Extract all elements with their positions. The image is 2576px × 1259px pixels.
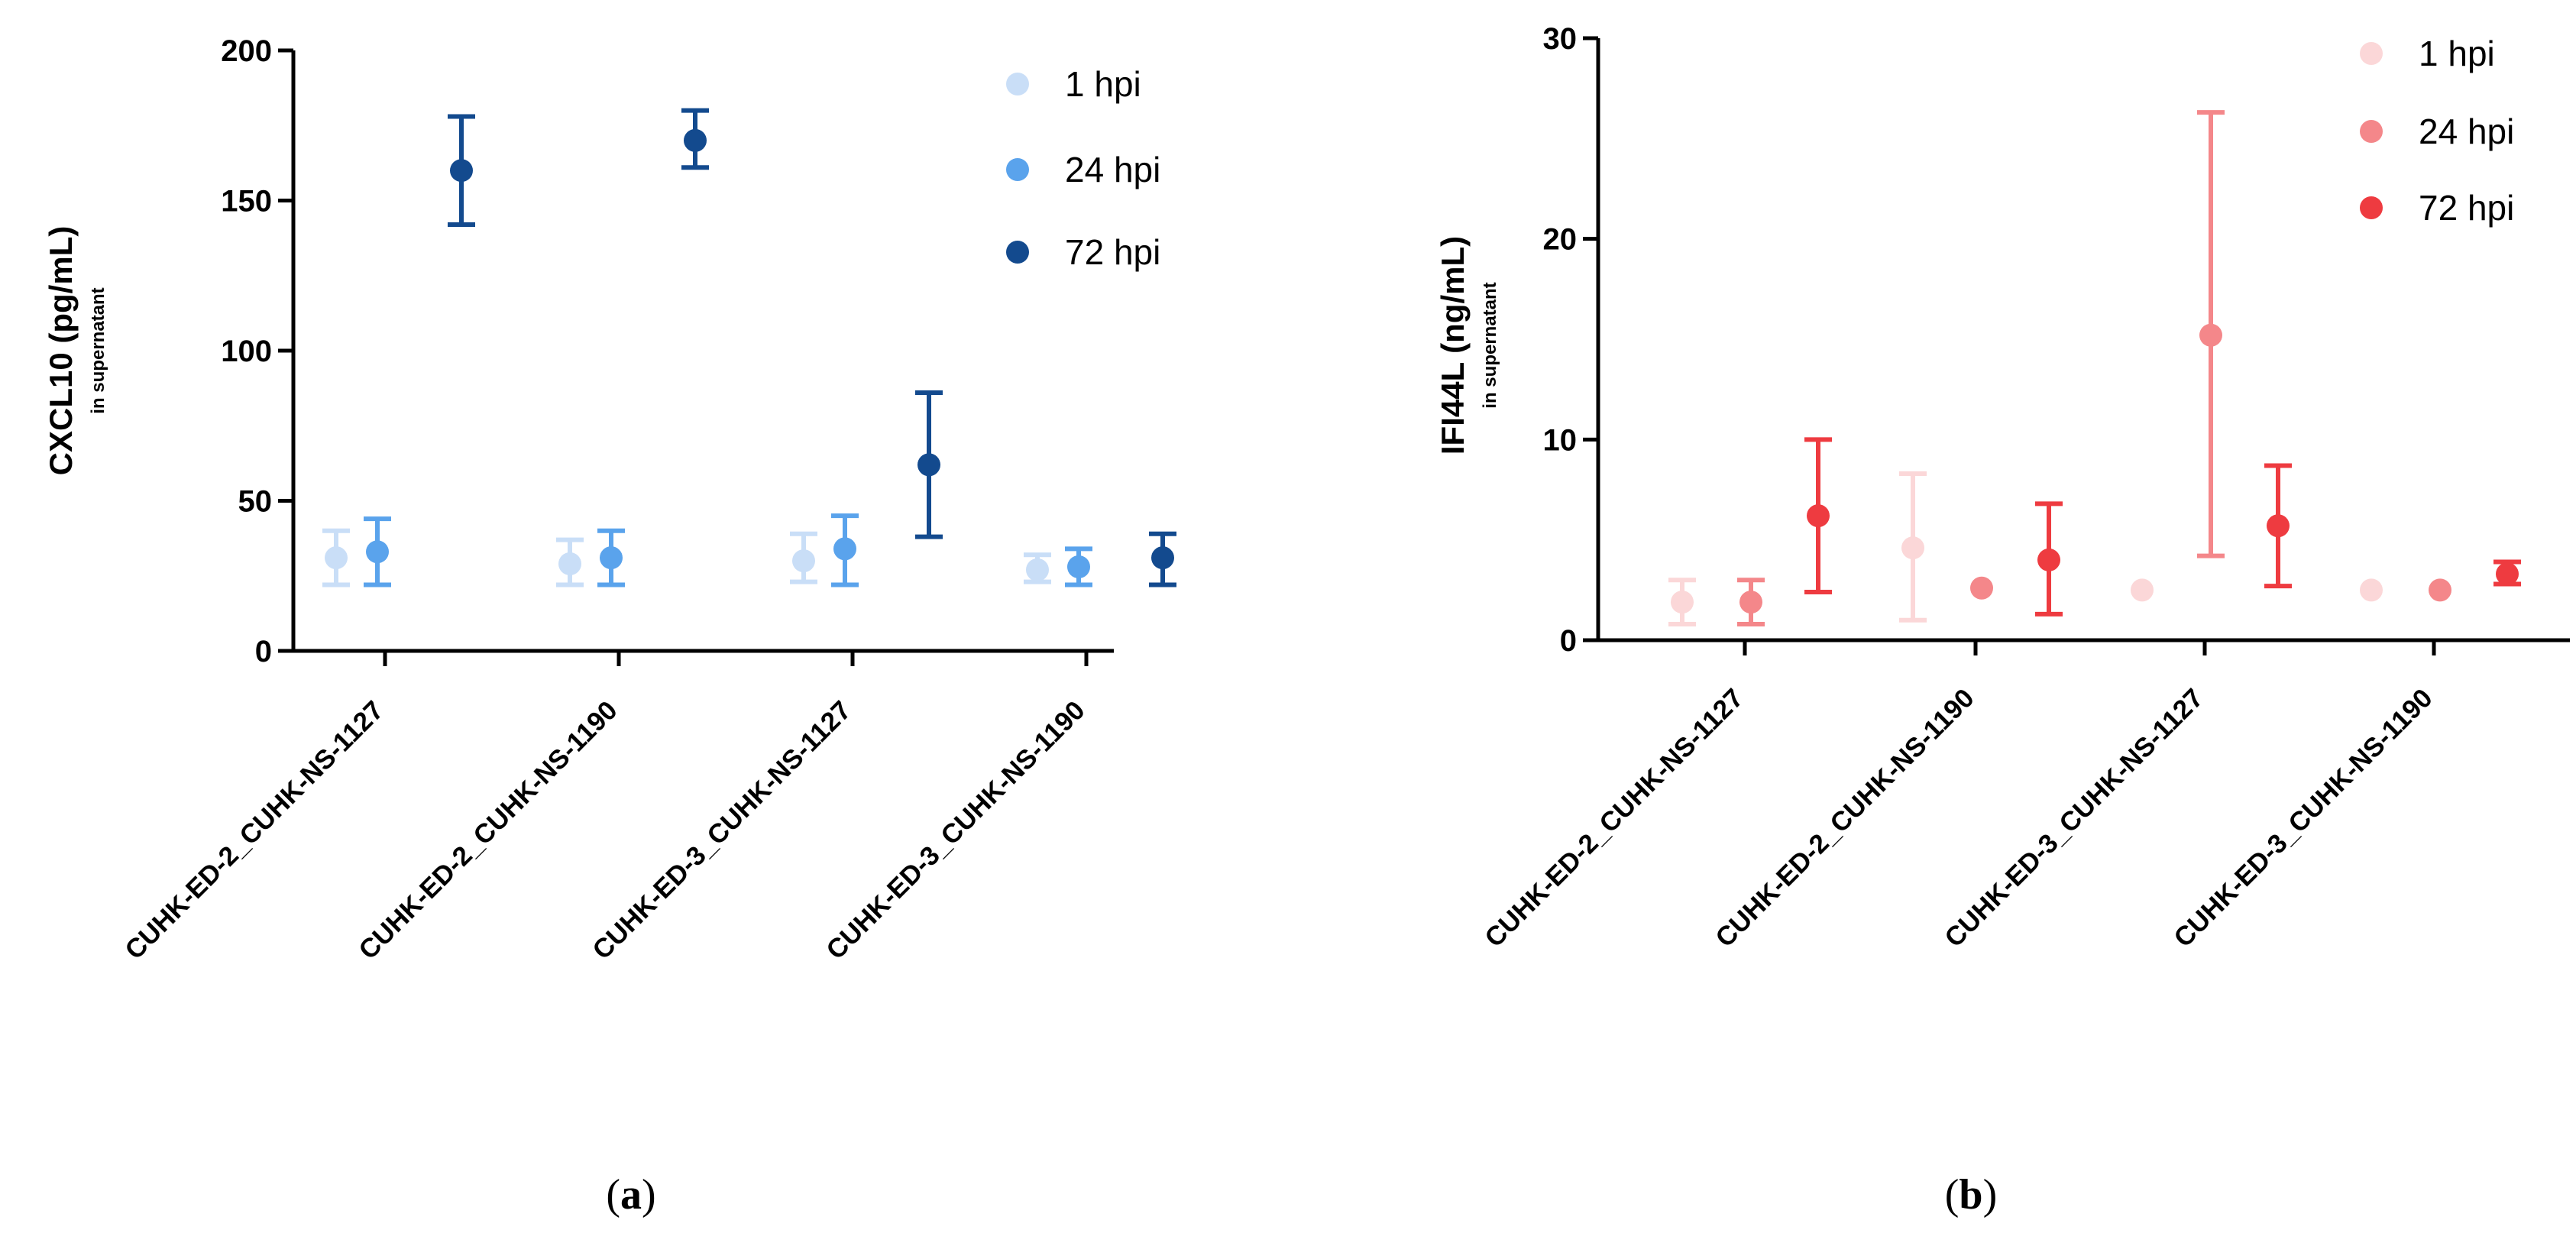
data-point [325, 546, 348, 570]
data-point [600, 546, 623, 570]
y-tick-label: 50 [238, 485, 273, 519]
legend-marker [2360, 120, 2383, 143]
category-label: CUHK-ED-3_CUHK-NS-1190 [820, 695, 1091, 966]
y-axis-subtitle: in supernatant [1480, 282, 1500, 408]
panel-label-open: ( [1945, 1171, 1960, 1219]
series-72-hpi [448, 108, 1176, 587]
data-point [917, 453, 940, 477]
panel-b: 0 10 20 30 CUHK-ED-2_CUHK-NS-1127CUHK-ED-2_C… [1435, 22, 2570, 1219]
data-point [450, 159, 473, 183]
data-point [1671, 591, 1694, 614]
legend-marker [2360, 196, 2383, 219]
panel-label-close: ) [642, 1171, 656, 1219]
data-point [1901, 536, 1924, 560]
y-tick-label: 20 [1543, 223, 1578, 257]
y-tick-label: 200 [221, 34, 272, 68]
y-tick-label: 10 [1543, 423, 1578, 457]
legend-marker [1006, 73, 1029, 95]
panel-label-open: ( [606, 1171, 620, 1219]
legend-label: 1 hpi [1065, 64, 1141, 104]
category-label: CUHK-ED-3_CUHK-NS-1127 [1939, 683, 2209, 953]
panel-label-letter: a [620, 1171, 642, 1219]
panel-label-close: ) [1983, 1171, 1998, 1219]
data-point [366, 540, 389, 564]
series-1-hpi [322, 528, 1051, 587]
data-point [2037, 548, 2060, 571]
y-tick-label: 30 [1543, 22, 1578, 56]
y-axis-title: IFI44L (ng/mL) [1435, 236, 1471, 455]
data-point [2131, 578, 2154, 602]
legend-marker [1006, 241, 1029, 264]
legend-label: 24 hpi [1065, 150, 1160, 189]
panel-label-letter: b [1959, 1171, 1982, 1219]
series-24-hpi [1737, 110, 2451, 626]
panel-label: (b) [1945, 1171, 1997, 1219]
category-label: CUHK-ED-2_CUHK-NS-1127 [119, 695, 390, 966]
data-point [792, 549, 815, 573]
legend-label: 24 hpi [2419, 112, 2514, 151]
category-label: CUHK-ED-3_CUHK-NS-1127 [587, 695, 857, 966]
data-point [1807, 504, 1830, 528]
category-label: CUHK-ED-2_CUHK-NS-1190 [353, 695, 623, 966]
data-point [684, 128, 707, 152]
data-point [2199, 323, 2222, 347]
legend-marker [2360, 42, 2383, 65]
y-tick-label: 100 [221, 335, 272, 368]
series-24-hpi [364, 513, 1092, 587]
series-1-hpi [1668, 471, 2383, 626]
data-point [1739, 591, 1762, 614]
data-point [2496, 562, 2519, 586]
data-point [833, 537, 856, 561]
y-tick-label: 0 [255, 635, 272, 668]
data-point [2360, 578, 2383, 602]
data-point [558, 552, 581, 576]
series-72-hpi [1804, 437, 2521, 617]
data-point [1067, 555, 1090, 578]
category-label: CUHK-ED-2_CUHK-NS-1190 [1710, 683, 1980, 953]
y-axis-subtitle: in supernatant [88, 287, 108, 413]
legend-marker [1006, 158, 1029, 181]
data-point [1151, 546, 1174, 570]
legend-label: 72 hpi [1065, 232, 1160, 272]
category-label: CUHK-ED-3_CUHK-NS-1190 [2168, 683, 2438, 953]
y-axis-title: CXCL10 (pg/mL) [43, 226, 79, 476]
data-point [1026, 558, 1049, 581]
data-point [2267, 514, 2290, 538]
data-point [2429, 578, 2451, 602]
panel-label: (a) [606, 1171, 655, 1219]
legend-label: 72 hpi [2419, 188, 2514, 228]
legend-label: 1 hpi [2419, 34, 2495, 73]
y-tick-label: 150 [221, 185, 272, 218]
category-label: CUHK-ED-2_CUHK-NS-1127 [1479, 683, 1749, 953]
data-point [1970, 576, 1993, 600]
y-tick-label: 0 [1560, 624, 1577, 658]
panel-a: 050100150200CUHK-ED-2_CUHK-NS-1127CUHK-E… [43, 34, 1176, 1219]
